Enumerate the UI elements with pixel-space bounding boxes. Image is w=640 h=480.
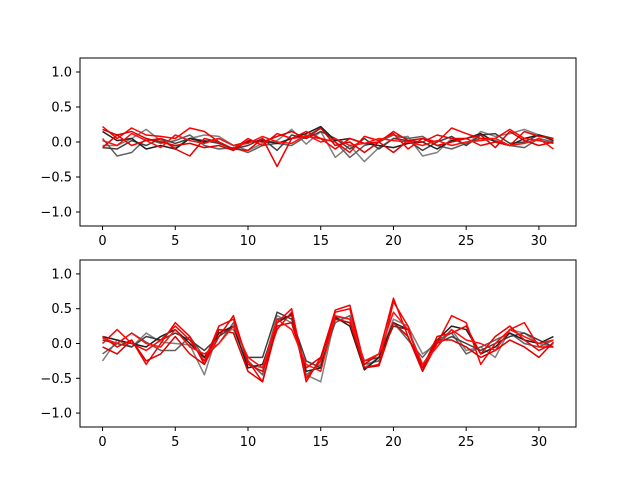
- y-tick-label: 1.0: [51, 267, 72, 282]
- y-tick-label: 0.5: [51, 101, 72, 116]
- subplot-2: 0 5 10 15 20 25 30 −1.0 −0.5 0.0 0.5 1.0: [40, 259, 577, 450]
- series-line-4: [102, 125, 554, 150]
- x-tick-label: 5: [171, 234, 179, 249]
- x-tick-label: 25: [458, 234, 475, 249]
- series-group: [101, 125, 554, 168]
- plots-layer: 0 5 10 15 20 25 30 −1.0 −0.5 0.0 0.5 1.0 0 5 10 15 20 25 3…: [40, 57, 577, 450]
- y-tick-label: 0.0: [51, 136, 72, 151]
- x-tick-label: 0: [98, 234, 106, 249]
- subplot-1: 0 5 10 15 20 25 30 −1.0 −0.5 0.0 0.5 1.0: [40, 57, 577, 249]
- x-tick-label: 15: [312, 435, 329, 450]
- series-line-6: [102, 130, 554, 168]
- x-tick-label: 20: [385, 435, 402, 450]
- x-tick-label: 5: [171, 435, 179, 450]
- y-tick-label: 0.0: [51, 337, 72, 352]
- x-tick-label: 25: [458, 435, 475, 450]
- y-tick-label: 0.5: [51, 302, 72, 317]
- series-group: [101, 297, 554, 383]
- y-tick-label: −0.5: [40, 372, 72, 387]
- y-tick-label: −1.0: [40, 206, 72, 221]
- series-line-8: [102, 311, 554, 373]
- x-tick-label: 0: [98, 435, 106, 450]
- y-tick-label: −1.0: [40, 407, 72, 422]
- y-tick-label: −0.5: [40, 171, 72, 186]
- series-line-7: [102, 127, 554, 154]
- series-line-7: [102, 318, 554, 383]
- x-tick-label: 15: [312, 234, 329, 249]
- x-tick-label: 10: [240, 234, 257, 249]
- x-tick-label: 30: [531, 234, 548, 249]
- series-line-8: [102, 132, 554, 150]
- x-tick-label: 20: [385, 234, 402, 249]
- y-tick-label: 1.0: [51, 66, 72, 81]
- series-line-3: [102, 130, 554, 152]
- x-tick-label: 10: [240, 435, 257, 450]
- series-line-6: [102, 297, 554, 383]
- x-tick-label: 30: [531, 435, 548, 450]
